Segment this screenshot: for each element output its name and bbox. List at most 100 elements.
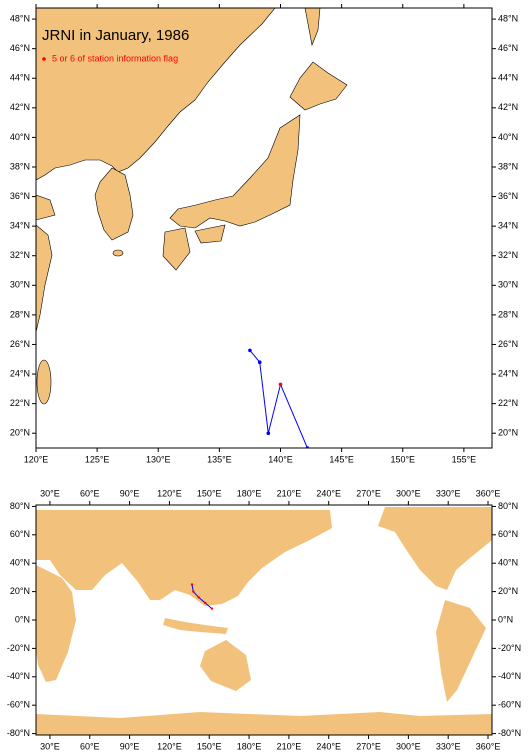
x-tick-label: 120°E [157, 741, 182, 751]
track-point [204, 601, 207, 605]
y-tick-label: 48°N [498, 13, 518, 23]
x-tick-label: 130°E [146, 0, 171, 1]
track-point [278, 382, 283, 387]
y-tick-label: 44°N [498, 73, 518, 83]
y-tick-label: 44°N [10, 73, 30, 83]
track-point [266, 431, 271, 436]
y-tick-label: 46°N [498, 43, 518, 53]
y-tick-label: 24°N [10, 368, 30, 378]
x-tick-label: 270°E [356, 488, 381, 498]
x-tick-label: 240°E [316, 741, 341, 751]
x-tick-label: 150°E [197, 488, 222, 498]
y-tick-label: -40°N [498, 671, 521, 681]
y-tick-label: 20°N [10, 586, 30, 596]
y-tick-label: 30°N [498, 280, 518, 290]
legend-label: 5 or 6 of station information flag [52, 53, 178, 63]
y-tick-label: 48°N [10, 13, 30, 23]
x-tick-label: 120°E [24, 454, 49, 464]
y-tick-label: 40°N [10, 558, 30, 568]
x-tick-label: 150°E [390, 0, 415, 1]
y-tick-label: -60°N [498, 700, 521, 710]
y-tick-label: -20°N [498, 643, 521, 653]
y-tick-label: 28°N [498, 309, 518, 319]
x-tick-label: 125°E [85, 454, 110, 464]
y-tick-label: 22°N [10, 398, 30, 408]
y-tick-label: 32°N [10, 250, 30, 260]
y-tick-label: 80°N [498, 501, 518, 511]
y-tick-label: 20°N [10, 428, 30, 438]
track-point [192, 590, 195, 593]
y-tick-label: 46°N [10, 43, 30, 53]
y-tick-label: -80°N [498, 728, 521, 738]
x-tick-label: 150°E [197, 741, 222, 751]
x-tick-label: 125°E [85, 0, 110, 1]
y-tick-label: -60°N [7, 700, 30, 710]
y-tick-label: 34°N [498, 221, 518, 231]
y-tick-label: 38°N [498, 161, 518, 171]
track-point [257, 360, 262, 365]
x-tick-label: 360°E [476, 488, 501, 498]
y-tick-label: 26°N [498, 339, 518, 349]
track [248, 348, 310, 448]
x-tick-label: 30°E [40, 741, 60, 751]
y-tick-label: 34°N [10, 221, 30, 231]
y-tick-label: 42°N [10, 102, 30, 112]
y-tick-label: -40°N [7, 671, 30, 681]
x-tick-label: 90°E [120, 741, 140, 751]
x-tick-label: 210°E [277, 488, 302, 498]
x-tick-label: 135°E [207, 454, 232, 464]
y-tick-label: 22°N [498, 398, 518, 408]
legend-marker [42, 57, 46, 61]
x-tick-label: 130°E [146, 454, 171, 464]
track-point [210, 607, 214, 610]
track-point [305, 446, 310, 448]
top-land [36, 8, 348, 405]
y-tick-label: 0°N [15, 614, 30, 624]
x-tick-label: 135°E [207, 0, 232, 1]
x-tick-label: 140°E [268, 0, 293, 1]
track-line [249, 350, 308, 448]
x-tick-label: 60°E [80, 488, 100, 498]
x-tick-label: 90°E [120, 488, 140, 498]
x-tick-label: 150°E [390, 454, 415, 464]
y-tick-label: 60°N [10, 529, 30, 539]
y-tick-label: 38°N [10, 161, 30, 171]
y-tick-label: 24°N [498, 368, 518, 378]
x-tick-label: 155°E [452, 454, 477, 464]
x-tick-label: 180°E [237, 741, 262, 751]
track-point [248, 348, 252, 353]
x-tick-label: 300°E [396, 488, 421, 498]
x-tick-label: 180°E [237, 488, 262, 498]
y-tick-label: 30°N [10, 280, 30, 290]
x-tick-label: 120°E [157, 488, 182, 498]
x-tick-label: 270°E [356, 741, 381, 751]
x-tick-label: 145°E [329, 454, 354, 464]
y-tick-label: 80°N [10, 501, 30, 511]
x-tick-label: 145°E [329, 0, 354, 1]
bottom-land [36, 507, 492, 735]
track-point [190, 583, 194, 586]
y-tick-label: 42°N [498, 102, 518, 112]
x-tick-label: 330°E [436, 488, 461, 498]
y-tick-label: 20°N [498, 428, 518, 438]
x-tick-label: 330°E [436, 741, 461, 751]
x-tick-label: 360°E [476, 741, 501, 751]
y-tick-label: -20°N [7, 643, 30, 653]
x-tick-label: 300°E [396, 741, 421, 751]
y-tick-label: 20°N [498, 586, 518, 596]
x-tick-label: 120°E [24, 0, 49, 1]
x-tick-label: 155°E [452, 0, 477, 1]
x-tick-label: 210°E [277, 741, 302, 751]
y-tick-label: 36°N [498, 191, 518, 201]
y-tick-label: 40°N [498, 558, 518, 568]
y-tick-label: -80°N [7, 728, 30, 738]
x-tick-label: 60°E [80, 741, 100, 751]
x-tick-label: 140°E [268, 454, 293, 464]
x-tick-label: 30°E [40, 488, 60, 498]
y-tick-label: 40°N [498, 132, 518, 142]
y-tick-label: 40°N [10, 132, 30, 142]
y-tick-label: 0°N [498, 614, 513, 624]
y-tick-label: 36°N [10, 191, 30, 201]
